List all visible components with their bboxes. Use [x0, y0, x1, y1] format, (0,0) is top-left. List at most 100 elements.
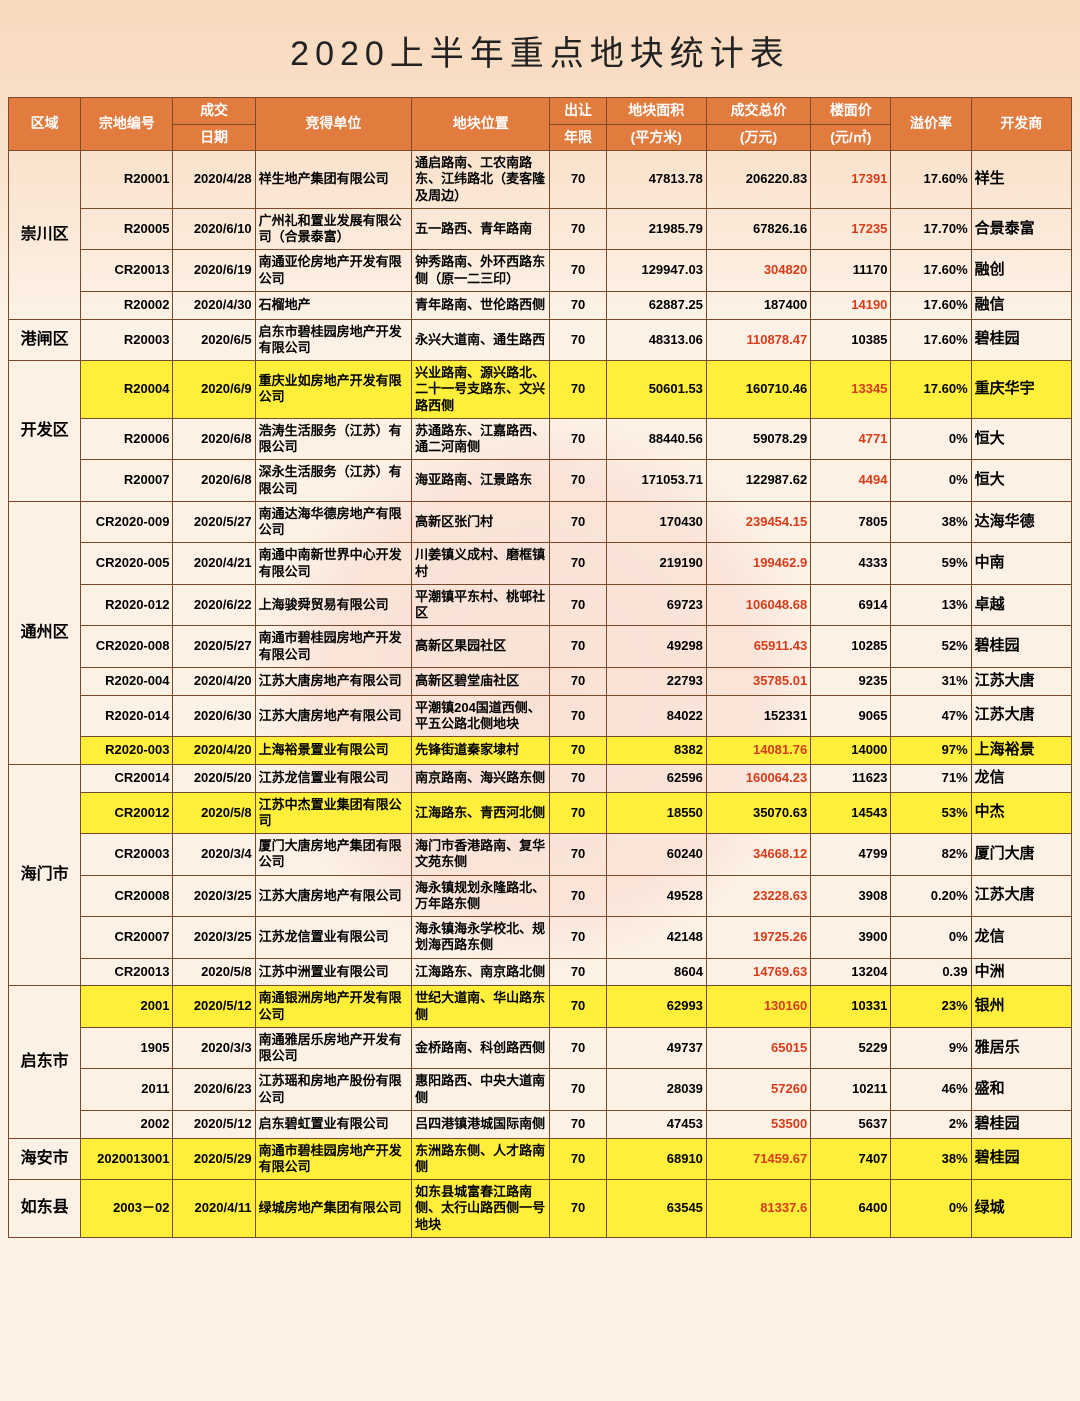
- premium-cell: 17.60%: [891, 151, 971, 209]
- date-cell: 2020/4/11: [173, 1180, 255, 1238]
- area-cell: 47813.78: [606, 151, 706, 209]
- location-cell: 东洲路东侧、人才路南侧: [412, 1138, 550, 1180]
- table-row: CR200032020/3/4厦门大唐房地产集团有限公司海门市香港路南、复华文苑…: [9, 834, 1072, 876]
- date-cell: 2020/6/30: [173, 695, 255, 737]
- hdr-area-unit: (平方米): [606, 124, 706, 151]
- term-cell: 70: [550, 1138, 606, 1180]
- floor-cell: 4333: [811, 543, 891, 585]
- area-cell: 84022: [606, 695, 706, 737]
- area-cell: 49528: [606, 875, 706, 917]
- floor-cell: 13204: [811, 958, 891, 986]
- area-cell: 47453: [606, 1110, 706, 1138]
- term-cell: 70: [550, 1027, 606, 1069]
- region-cell: 通州区: [9, 501, 81, 764]
- premium-cell: 0.39: [891, 958, 971, 986]
- area-cell: 62993: [606, 986, 706, 1028]
- term-cell: 70: [550, 1069, 606, 1111]
- floor-cell: 4799: [811, 834, 891, 876]
- area-cell: 49298: [606, 626, 706, 668]
- date-cell: 2020/6/8: [173, 460, 255, 502]
- total-cell: 19725.26: [706, 917, 810, 959]
- table-row: R200062020/6/8浩涛生活服务（江苏）有限公司苏通路东、江嘉路西、通二…: [9, 418, 1072, 460]
- buyer-cell: 启东碧虹置业有限公司: [255, 1110, 411, 1138]
- total-cell: 14769.63: [706, 958, 810, 986]
- premium-cell: 2%: [891, 1110, 971, 1138]
- hdr-total: 成交总价: [706, 98, 810, 125]
- area-cell: 62887.25: [606, 291, 706, 319]
- developer-cell: 江苏大唐: [971, 667, 1071, 695]
- buyer-cell: 南通市碧桂园房地产开发有限公司: [255, 626, 411, 668]
- premium-cell: 82%: [891, 834, 971, 876]
- location-cell: 五一路西、青年路南: [412, 208, 550, 250]
- date-cell: 2020/6/19: [173, 250, 255, 292]
- buyer-cell: 江苏大唐房地产有限公司: [255, 695, 411, 737]
- table-row: CR200132020/5/8江苏中洲置业有限公司江海路东、南京路北侧70860…: [9, 958, 1072, 986]
- floor-cell: 10285: [811, 626, 891, 668]
- buyer-cell: 重庆业如房地产开发有限公司: [255, 361, 411, 419]
- buyer-cell: 启东市碧桂园房地产开发有限公司: [255, 319, 411, 361]
- land-table: 区域 宗地编号 成交 竞得单位 地块位置 出让 地块面积 成交总价 楼面价 溢价…: [8, 97, 1072, 1238]
- total-cell: 187400: [706, 291, 810, 319]
- developer-cell: 江苏大唐: [971, 875, 1071, 917]
- table-row: R2020-0122020/6/22上海骏舜贸易有限公司平潮镇平东村、桃邨社区7…: [9, 584, 1072, 626]
- floor-cell: 10211: [811, 1069, 891, 1111]
- area-cell: 171053.71: [606, 460, 706, 502]
- region-cell: 开发区: [9, 361, 81, 502]
- floor-cell: 7805: [811, 501, 891, 543]
- term-cell: 70: [550, 792, 606, 834]
- region-cell: 海门市: [9, 764, 81, 986]
- developer-cell: 银州: [971, 986, 1071, 1028]
- premium-cell: 0%: [891, 917, 971, 959]
- region-cell: 崇川区: [9, 151, 81, 320]
- term-cell: 70: [550, 764, 606, 792]
- code-cell: CR20012: [81, 792, 173, 834]
- date-cell: 2020/6/5: [173, 319, 255, 361]
- buyer-cell: 浩涛生活服务（江苏）有限公司: [255, 418, 411, 460]
- date-cell: 2020/3/3: [173, 1027, 255, 1069]
- term-cell: 70: [550, 151, 606, 209]
- floor-cell: 9235: [811, 667, 891, 695]
- table-body: 崇川区R200012020/4/28祥生地产集团有限公司通启路南、工农南路东、江…: [9, 151, 1072, 1238]
- developer-cell: 碧桂园: [971, 319, 1071, 361]
- date-cell: 2020/4/21: [173, 543, 255, 585]
- premium-cell: 9%: [891, 1027, 971, 1069]
- area-cell: 88440.56: [606, 418, 706, 460]
- total-cell: 122987.62: [706, 460, 810, 502]
- term-cell: 70: [550, 626, 606, 668]
- code-cell: R20001: [81, 151, 173, 209]
- total-cell: 199462.9: [706, 543, 810, 585]
- premium-cell: 97%: [891, 737, 971, 765]
- floor-cell: 10331: [811, 986, 891, 1028]
- developer-cell: 龙信: [971, 764, 1071, 792]
- hdr-developer: 开发商: [971, 98, 1071, 151]
- term-cell: 70: [550, 958, 606, 986]
- location-cell: 海永镇海永学校北、规划海西路东侧: [412, 917, 550, 959]
- floor-cell: 14543: [811, 792, 891, 834]
- location-cell: 海亚路南、江景路东: [412, 460, 550, 502]
- code-cell: R2020-014: [81, 695, 173, 737]
- date-cell: 2020/4/30: [173, 291, 255, 319]
- hdr-area: 地块面积: [606, 98, 706, 125]
- premium-cell: 46%: [891, 1069, 971, 1111]
- code-cell: R20004: [81, 361, 173, 419]
- code-cell: R2020-004: [81, 667, 173, 695]
- buyer-cell: 南通市碧桂园房地产开发有限公司: [255, 1138, 411, 1180]
- total-cell: 57260: [706, 1069, 810, 1111]
- premium-cell: 0.20%: [891, 875, 971, 917]
- total-cell: 106048.68: [706, 584, 810, 626]
- developer-cell: 盛和: [971, 1069, 1071, 1111]
- floor-cell: 7407: [811, 1138, 891, 1180]
- floor-cell: 17235: [811, 208, 891, 250]
- buyer-cell: 南通银洲房地产开发有限公司: [255, 986, 411, 1028]
- table-row: 20112020/6/23江苏瑶和房地产股份有限公司惠阳路西、中央大道南侧702…: [9, 1069, 1072, 1111]
- floor-cell: 11170: [811, 250, 891, 292]
- table-row: 海门市CR200142020/5/20江苏龙信置业有限公司南京路南、海兴路东侧7…: [9, 764, 1072, 792]
- table-row: 崇川区R200012020/4/28祥生地产集团有限公司通启路南、工农南路东、江…: [9, 151, 1072, 209]
- area-cell: 21985.79: [606, 208, 706, 250]
- total-cell: 35070.63: [706, 792, 810, 834]
- hdr-date: 日期: [173, 124, 255, 151]
- developer-cell: 碧桂园: [971, 1110, 1071, 1138]
- table-row: R2020-0032020/4/20上海裕景置业有限公司先锋街道秦家埭村7083…: [9, 737, 1072, 765]
- hdr-total-unit: (万元): [706, 124, 810, 151]
- developer-cell: 碧桂园: [971, 1138, 1071, 1180]
